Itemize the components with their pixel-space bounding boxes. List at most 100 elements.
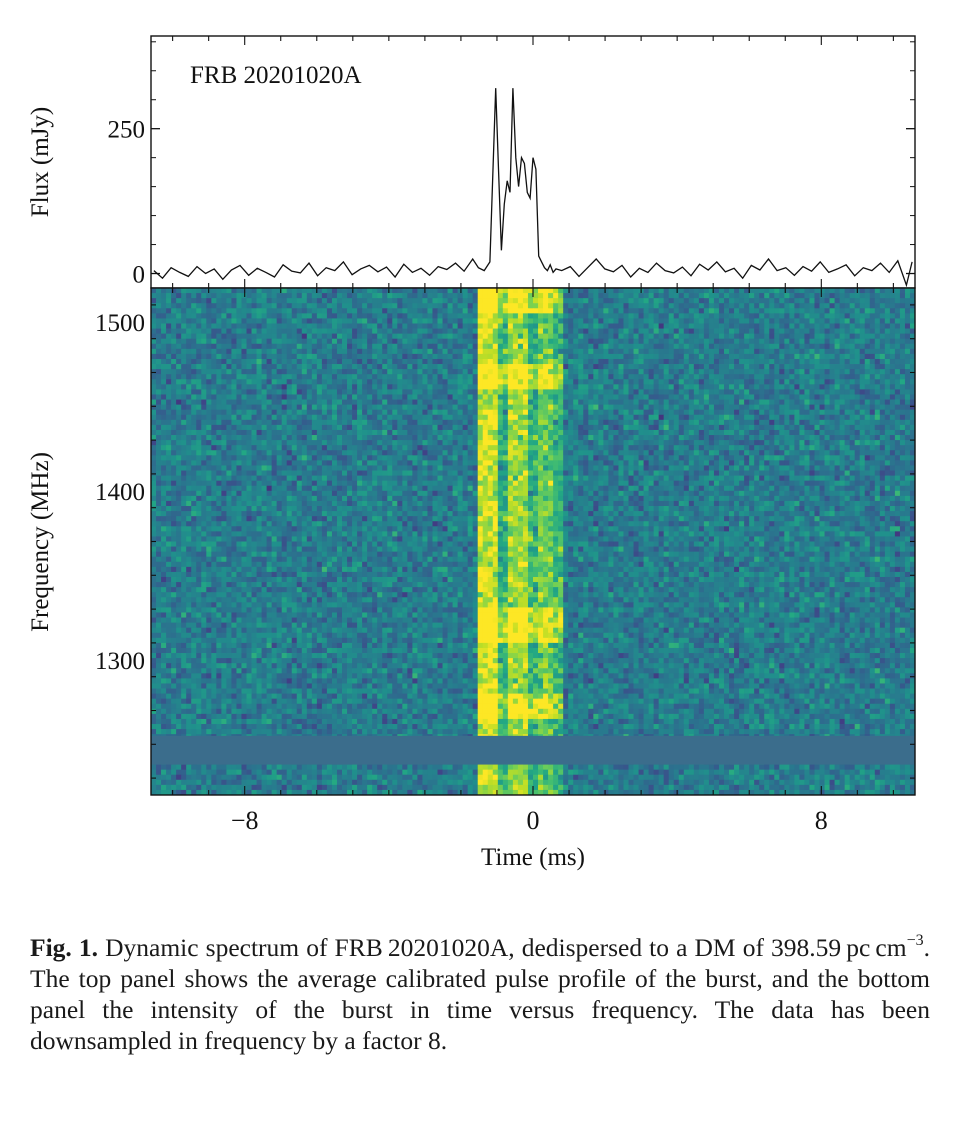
heatmap-cell bbox=[397, 374, 403, 380]
heatmap-cell bbox=[457, 450, 464, 456]
heatmap-cell bbox=[437, 379, 443, 385]
heatmap-cell bbox=[166, 394, 172, 400]
heatmap-cell bbox=[804, 384, 810, 390]
heatmap-cell bbox=[221, 409, 227, 416]
heatmap-cell bbox=[467, 288, 474, 294]
heatmap-cell bbox=[889, 369, 896, 375]
heatmap-cell bbox=[879, 293, 886, 299]
heatmap-cell bbox=[397, 379, 403, 385]
heatmap-cell bbox=[256, 374, 262, 380]
heatmap-cell bbox=[321, 414, 328, 421]
heatmap-cell bbox=[517, 308, 524, 314]
heatmap-cell bbox=[241, 379, 247, 385]
heatmap-cell bbox=[387, 429, 393, 436]
heatmap-cell bbox=[311, 338, 318, 345]
heatmap-cell bbox=[829, 374, 835, 380]
heatmap-cell bbox=[251, 364, 257, 370]
heatmap-cell bbox=[904, 364, 911, 370]
heatmap-cell bbox=[794, 303, 800, 309]
heatmap-cell bbox=[573, 313, 579, 319]
heatmap-cell bbox=[311, 374, 318, 380]
heatmap-cell bbox=[181, 399, 187, 406]
heatmap-cell bbox=[839, 404, 846, 411]
heatmap-cell bbox=[754, 404, 760, 411]
heatmap-cell bbox=[487, 369, 494, 375]
heatmap-cell bbox=[568, 288, 574, 294]
heatmap-cell bbox=[266, 288, 273, 294]
heatmap-cell bbox=[462, 419, 469, 426]
heatmap-cell bbox=[588, 429, 594, 436]
heatmap-cell bbox=[176, 429, 182, 436]
heatmap-cell bbox=[266, 424, 273, 431]
heatmap-cell bbox=[156, 298, 162, 304]
heatmap-cell bbox=[673, 384, 680, 390]
heatmap-cell bbox=[171, 419, 177, 426]
heatmap-cell bbox=[573, 369, 579, 375]
heatmap-cell bbox=[367, 358, 373, 365]
heatmap-cell bbox=[251, 369, 257, 375]
heatmap-cell bbox=[789, 409, 795, 416]
heatmap-cell bbox=[517, 445, 524, 451]
heatmap-cell bbox=[367, 328, 373, 335]
heatmap-cell bbox=[211, 298, 217, 304]
heatmap-cell bbox=[336, 298, 343, 304]
heatmap-cell bbox=[909, 318, 916, 324]
heatmap-cell bbox=[246, 424, 252, 431]
heatmap-cell bbox=[774, 364, 780, 370]
heatmap-cell bbox=[739, 404, 745, 411]
heatmap-cell bbox=[347, 409, 353, 416]
heatmap-cell bbox=[352, 389, 358, 395]
heatmap-cell bbox=[306, 414, 313, 421]
heatmap-cell bbox=[246, 358, 252, 365]
heatmap-cell bbox=[643, 369, 650, 375]
heatmap-cell bbox=[231, 353, 237, 360]
heatmap-cell bbox=[809, 384, 815, 390]
heatmap-cell bbox=[703, 358, 710, 365]
heatmap-cell bbox=[824, 338, 830, 345]
heatmap-cell bbox=[522, 353, 529, 360]
heatmap-cell bbox=[799, 394, 805, 400]
heatmap-cell bbox=[909, 414, 916, 421]
heatmap-cell bbox=[593, 440, 599, 446]
heatmap-cell bbox=[226, 429, 232, 436]
heatmap-cell bbox=[266, 313, 273, 319]
heatmap-cell bbox=[472, 364, 479, 370]
heatmap-cell bbox=[678, 374, 685, 380]
heatmap-cell bbox=[402, 328, 408, 335]
heatmap-cell bbox=[156, 323, 162, 329]
heatmap-cell bbox=[884, 343, 891, 350]
heatmap-cell bbox=[422, 343, 428, 350]
heatmap-cell bbox=[186, 298, 192, 304]
heatmap-cell bbox=[779, 288, 785, 294]
heatmap-cell bbox=[578, 343, 584, 350]
heatmap-cell bbox=[206, 323, 212, 329]
heatmap-cell bbox=[608, 303, 614, 309]
heatmap-cell bbox=[422, 419, 428, 426]
heatmap-cell bbox=[462, 429, 469, 436]
heatmap-cell bbox=[568, 409, 574, 416]
heatmap-cell bbox=[884, 298, 891, 304]
heatmap-cell bbox=[306, 298, 313, 304]
heatmap-cell bbox=[874, 298, 881, 304]
heatmap-cell bbox=[864, 293, 871, 299]
heatmap-cell bbox=[734, 288, 740, 294]
heatmap-cell bbox=[734, 429, 740, 436]
heatmap-cell bbox=[352, 394, 358, 400]
heatmap-cell bbox=[899, 303, 906, 309]
heatmap-cell bbox=[271, 298, 278, 304]
heatmap-cell bbox=[603, 389, 609, 395]
heatmap-cell bbox=[377, 364, 383, 370]
heatmap-cell bbox=[161, 445, 167, 451]
heatmap-cell bbox=[462, 318, 469, 324]
heatmap-cell bbox=[658, 293, 665, 299]
heatmap-cell bbox=[387, 353, 393, 360]
heatmap-cell bbox=[894, 323, 901, 329]
heatmap-cell bbox=[251, 450, 257, 456]
heatmap-cell bbox=[553, 364, 559, 370]
heatmap-cell bbox=[311, 414, 318, 421]
heatmap-cell bbox=[909, 409, 916, 416]
heatmap-cell bbox=[517, 435, 524, 441]
heatmap-cell bbox=[824, 303, 830, 309]
heatmap-cell bbox=[482, 429, 489, 436]
heatmap-cell bbox=[472, 318, 479, 324]
